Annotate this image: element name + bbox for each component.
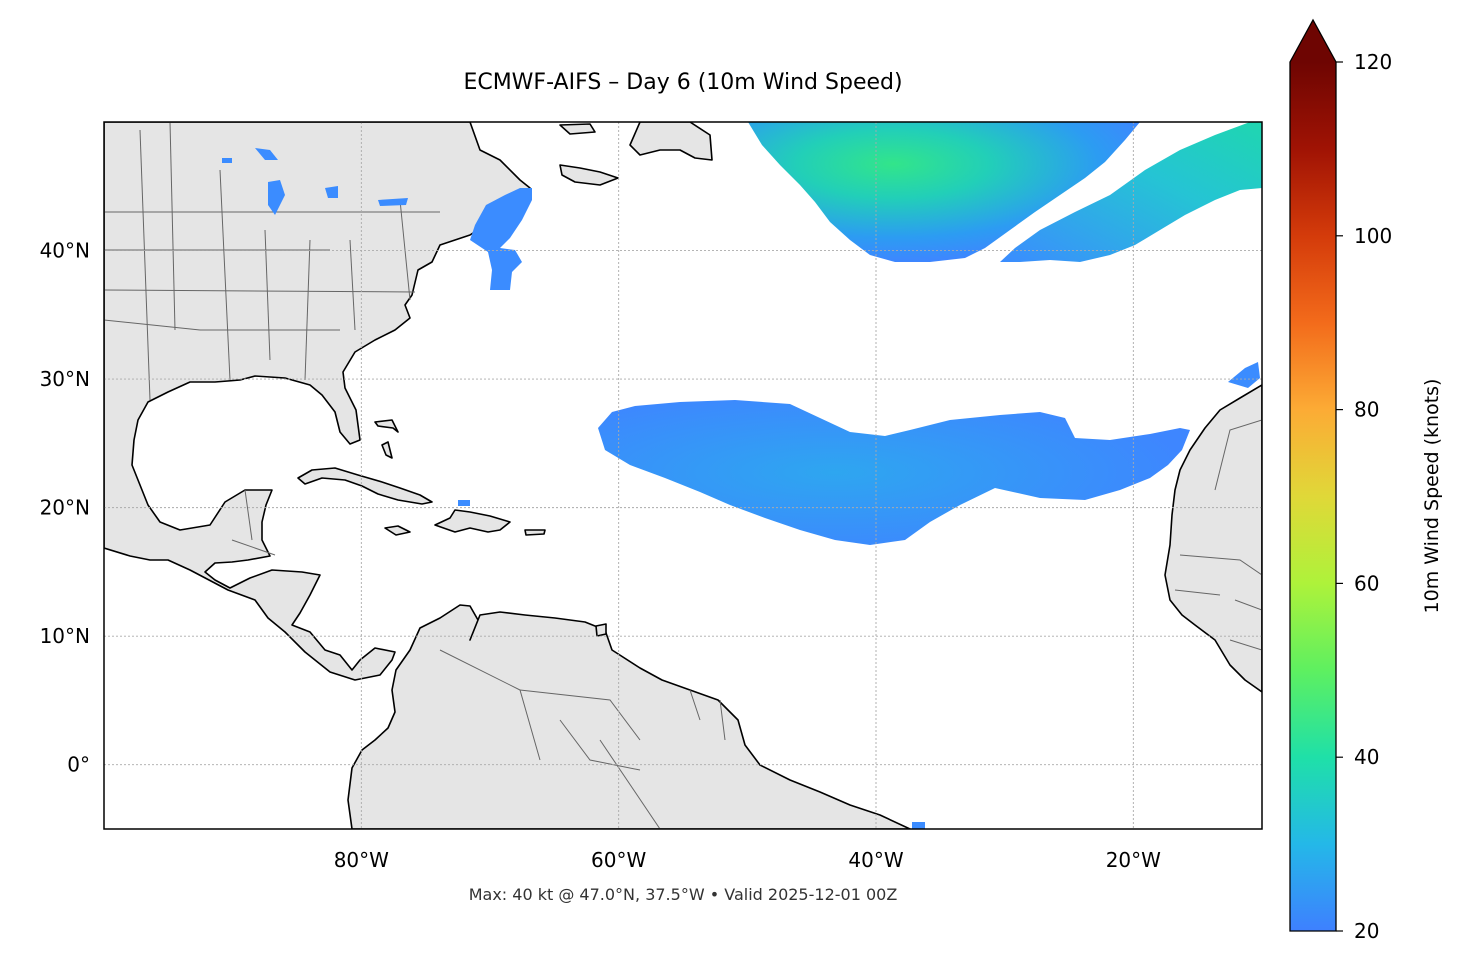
trinidad-island [595, 623, 607, 637]
lat-tick-label: 20°N [40, 496, 90, 520]
lon-tick-label: 20°W [1106, 848, 1161, 872]
colorbar-gradient [1290, 62, 1336, 931]
wind-region-subtropical-trade-band [598, 400, 1190, 545]
south-america-land [347, 604, 911, 829]
cuba-island [297, 467, 433, 505]
colorbar-outline [1289, 18, 1337, 932]
gulf-island [559, 123, 596, 135]
colorbar-tick-label: 80 [1354, 398, 1379, 422]
hispaniola-island [434, 509, 511, 533]
wind-field [222, 122, 1262, 829]
colorbar-tick-label: 60 [1354, 571, 1379, 595]
bahamas-island [374, 419, 399, 433]
land [104, 122, 1262, 829]
lat-tick-label: 0° [67, 753, 90, 777]
colorbar-tick-label: 120 [1354, 50, 1392, 74]
longitude-ticks: 80°W 60°W 40°W 20°W [334, 848, 1161, 872]
puerto-rico-island [524, 529, 546, 536]
wind-region-us-northeast-coast [470, 188, 532, 290]
north-america-land [104, 122, 531, 681]
footer-caption: Max: 40 kt @ 47.0°N, 37.5°W • Valid 2025… [468, 885, 898, 904]
africa-land [1164, 384, 1262, 693]
jamaica-island [384, 525, 411, 536]
map-frame [103, 121, 1263, 830]
colorbar-tick-label: 40 [1354, 745, 1379, 769]
wind-patch-lake-small [222, 158, 232, 163]
bahamas-island-south [381, 441, 393, 459]
wind-patch-lake-erie [378, 198, 408, 206]
colorbar-tick-label: 100 [1354, 224, 1392, 248]
nova-scotia-land [559, 164, 619, 186]
colorbar: 20 40 60 80 100 120 [1289, 18, 1392, 943]
colorbar-tick-label: 20 [1354, 919, 1379, 943]
lat-tick-label: 40°N [40, 239, 90, 263]
wind-patch-lake-michigan [268, 180, 285, 215]
lon-tick-label: 40°W [848, 848, 903, 872]
newfoundland-land [629, 122, 713, 161]
gridlines [104, 122, 1262, 829]
colorbar-ticks: 20 40 60 80 100 120 [1336, 50, 1392, 943]
wind-patch-lake-superior [255, 148, 278, 160]
wind-patch-brazil [912, 822, 925, 829]
lat-tick-label: 30°N [40, 367, 90, 391]
wind-region-north-atlantic-jet [748, 122, 1140, 262]
latitude-ticks: 40°N 30°N 20°N 10°N 0° [40, 239, 90, 777]
wind-patch-lake-huron [325, 186, 338, 198]
map-area [104, 122, 1262, 829]
lon-tick-label: 60°W [591, 848, 646, 872]
wind-region-northeast-trade-band [1000, 122, 1262, 262]
wind-patch-caribbean [458, 500, 470, 506]
borders [104, 122, 1262, 829]
wind-patch-canaries [1228, 362, 1260, 388]
colorbar-label: 10m Wind Speed (knots) [1421, 378, 1443, 614]
chart-title: ECMWF-AIFS – Day 6 (10m Wind Speed) [463, 70, 903, 95]
colorbar-extend-arrow [1290, 20, 1336, 62]
lat-tick-label: 10°N [40, 624, 90, 648]
lon-tick-label: 80°W [334, 848, 389, 872]
